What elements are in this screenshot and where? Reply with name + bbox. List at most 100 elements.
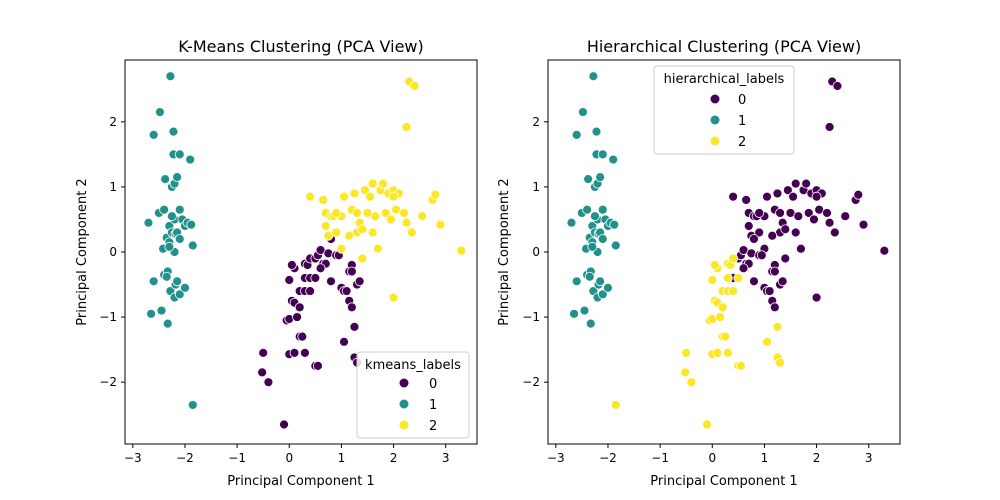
- data-point-cluster-1: [174, 204, 185, 215]
- data-point-cluster-2: [386, 214, 396, 225]
- data-point-cluster-1: [187, 240, 198, 251]
- data-point-cluster-0: [790, 178, 801, 189]
- data-point-cluster-0: [749, 276, 759, 287]
- x-tick-label: 3: [442, 451, 450, 465]
- data-point-cluster-0: [764, 286, 775, 296]
- data-point-cluster-1: [597, 234, 608, 244]
- data-point-cluster-2: [401, 217, 412, 228]
- data-point-cluster-2: [388, 191, 399, 202]
- data-point-cluster-0: [297, 331, 308, 342]
- x-tick-label: 0: [708, 451, 716, 465]
- legend-marker-0: [710, 94, 720, 104]
- data-point-cluster-0: [811, 191, 822, 202]
- y-tick-label: −1: [99, 310, 117, 324]
- legend-marker-1: [399, 399, 409, 409]
- data-point-cluster-0: [769, 266, 780, 277]
- legend: kmeans_labels 0 1 2: [356, 351, 470, 439]
- data-point-cluster-0: [289, 347, 300, 358]
- y-tick-label: 1: [532, 180, 540, 194]
- data-point-cluster-1: [597, 204, 608, 215]
- legend-label-2: 2: [738, 135, 746, 150]
- legend-label-1: 1: [429, 398, 437, 413]
- data-point-cluster-0: [349, 321, 360, 332]
- data-point-cluster-2: [401, 122, 412, 132]
- data-point-cluster-1: [566, 217, 577, 228]
- data-point-cluster-0: [769, 302, 780, 313]
- data-point-cluster-1: [164, 241, 175, 252]
- legend-marker-2: [399, 420, 409, 430]
- data-point-cluster-2: [681, 347, 692, 358]
- data-point-cluster-0: [796, 243, 806, 254]
- data-point-cluster-0: [853, 189, 864, 200]
- data-point-cluster-0: [300, 347, 310, 358]
- data-point-cluster-0: [354, 276, 365, 287]
- y-tick-label: 0: [532, 245, 540, 259]
- data-point-cluster-0: [824, 122, 835, 132]
- x-tick-label: 0: [285, 451, 293, 465]
- data-point-cluster-1: [588, 71, 599, 82]
- data-point-cluster-0: [279, 419, 289, 430]
- data-point-cluster-0: [879, 245, 890, 256]
- data-point-cluster-1: [168, 126, 179, 137]
- legend-title: hierarchical_labels: [664, 72, 785, 87]
- data-point-cluster-0: [772, 188, 783, 199]
- data-point-cluster-1: [143, 217, 154, 228]
- data-point-cluster-1: [180, 282, 190, 293]
- data-point-cluster-1: [167, 211, 177, 222]
- chart-title: K-Means Clustering (PCA View): [178, 37, 424, 56]
- data-point-cluster-2: [409, 81, 420, 91]
- data-point-cluster-1: [578, 107, 588, 117]
- data-point-cluster-2: [712, 347, 723, 358]
- data-point-cluster-0: [286, 260, 297, 270]
- data-point-cluster-2: [610, 400, 621, 410]
- y-tick-label: 1: [109, 180, 117, 194]
- data-point-cluster-1: [187, 400, 198, 410]
- data-point-cluster-2: [736, 360, 746, 371]
- data-point-cluster-2: [406, 227, 417, 238]
- data-point-cluster-0: [822, 208, 832, 218]
- data-point-cluster-0: [840, 211, 851, 222]
- x-axis-label: Principal Component 1: [227, 474, 374, 489]
- data-point-cluster-0: [326, 276, 336, 287]
- data-point-cluster-1: [186, 219, 197, 230]
- data-point-cluster-1: [610, 240, 621, 251]
- data-point-cluster-0: [749, 234, 759, 244]
- y-axis-label: Principal Component 2: [75, 178, 90, 325]
- data-point-cluster-0: [832, 81, 843, 91]
- data-point-cluster-2: [723, 347, 733, 358]
- data-point-cluster-2: [357, 253, 368, 264]
- data-point-cluster-1: [162, 318, 173, 329]
- data-point-cluster-0: [741, 195, 752, 205]
- data-point-cluster-1: [583, 174, 594, 185]
- data-point-cluster-2: [723, 273, 733, 283]
- data-point-cluster-1: [159, 204, 170, 215]
- data-point-cluster-2: [686, 377, 697, 388]
- data-point-cluster-2: [336, 243, 347, 254]
- legend-label-0: 0: [429, 377, 437, 392]
- data-point-cluster-0: [777, 276, 788, 287]
- data-point-cluster-0: [315, 263, 326, 274]
- data-point-cluster-2: [365, 191, 375, 202]
- data-point-cluster-2: [367, 227, 378, 238]
- x-tick-label: −3: [124, 451, 142, 465]
- data-point-cluster-2: [728, 286, 739, 296]
- data-point-cluster-2: [435, 219, 446, 230]
- data-point-cluster-2: [344, 230, 355, 241]
- data-point-cluster-2: [373, 243, 383, 254]
- x-tick-label: 1: [338, 451, 346, 465]
- legend: hierarchical_labels 0 1 2: [653, 65, 795, 155]
- y-tick-label: −1: [522, 310, 540, 324]
- data-point-cluster-1: [148, 276, 159, 287]
- data-point-cluster-0: [346, 302, 357, 313]
- chart-title: Hierarchical Clustering (PCA View): [587, 37, 861, 56]
- x-axis-ticks: −3 −2 −1 0 1 2 3: [124, 444, 450, 465]
- data-point-cluster-1: [608, 154, 619, 165]
- data-point-cluster-2: [352, 208, 362, 218]
- legend-box: [653, 65, 795, 155]
- data-point-cluster-0: [292, 312, 302, 322]
- y-tick-label: 2: [109, 115, 117, 129]
- x-tick-label: 3: [865, 451, 873, 465]
- data-point-cluster-0: [728, 191, 739, 202]
- data-point-cluster-1: [590, 211, 600, 222]
